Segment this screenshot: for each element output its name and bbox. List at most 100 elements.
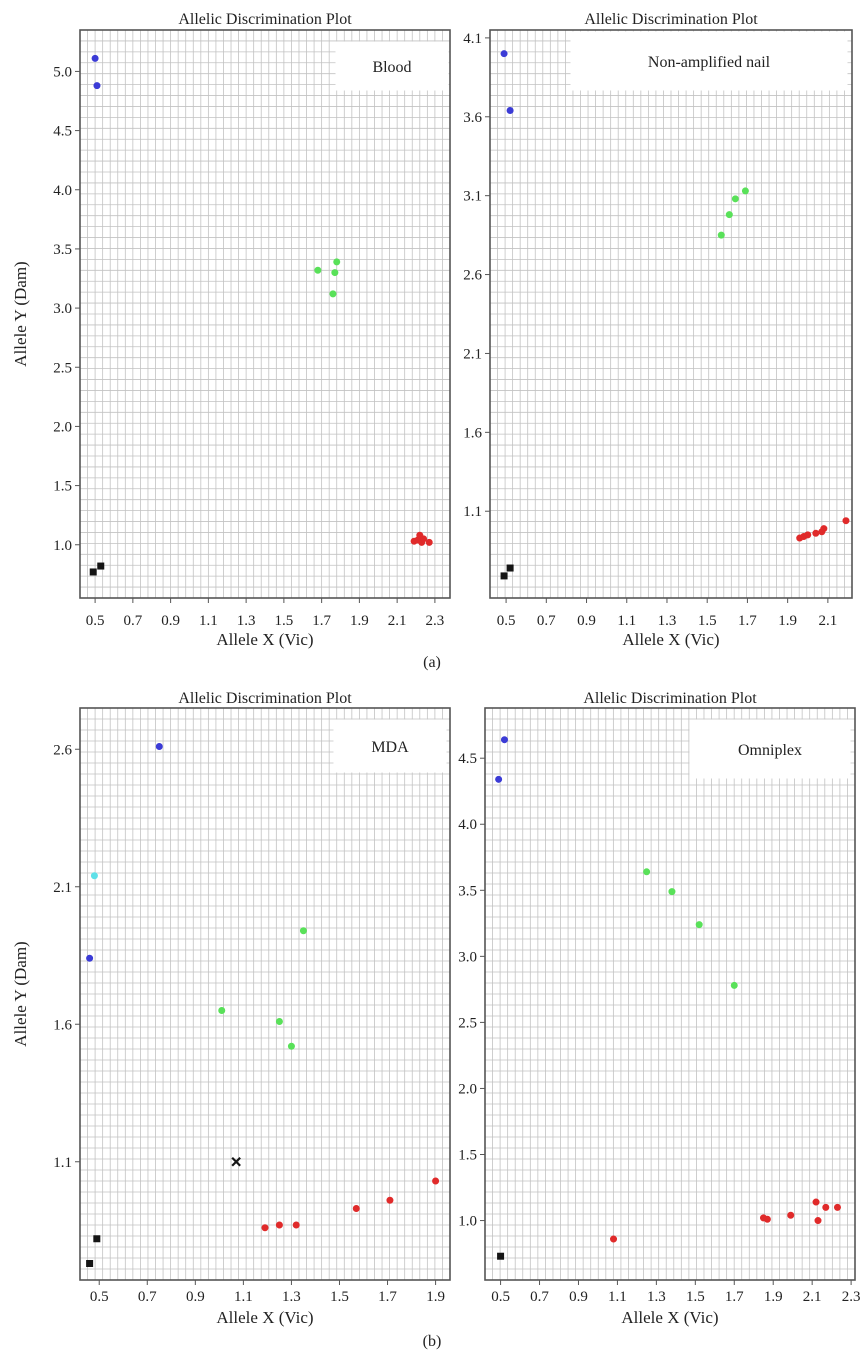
data-point <box>155 742 163 750</box>
data-point <box>695 921 703 929</box>
x-tick-label: 2.1 <box>388 613 407 629</box>
x-tick-label: 1.7 <box>725 1289 744 1305</box>
data-point <box>741 187 749 195</box>
x-tick-label: 1.3 <box>282 1289 301 1305</box>
data-point <box>804 531 812 539</box>
grid <box>80 30 450 598</box>
data-point <box>787 1211 795 1219</box>
legend-label: Non-amplified nail <box>648 54 771 71</box>
y-tick-label: 2.0 <box>53 419 72 435</box>
x-tick-label: 0.9 <box>186 1289 205 1305</box>
y-tick-label: 2.5 <box>53 360 72 376</box>
y-tick-label: 1.6 <box>463 425 482 441</box>
data-point <box>275 1221 283 1229</box>
y-tick-label: 3.5 <box>458 883 477 899</box>
y-axis-label: Allele Y (Dam) <box>11 261 30 366</box>
x-tick-label: 0.7 <box>138 1289 157 1305</box>
data-point <box>643 868 651 876</box>
x-tick-label: 0.9 <box>577 613 596 629</box>
x-tick-label: 0.5 <box>491 1289 510 1305</box>
x-tick-label: 2.3 <box>426 613 445 629</box>
data-point-square <box>497 1252 505 1260</box>
data-point <box>500 736 508 744</box>
y-tick-label: 2.5 <box>458 1015 477 1031</box>
y-tick-label: 3.0 <box>458 949 477 965</box>
chart-title: Allelic Discrimination Plot <box>178 11 352 28</box>
data-point <box>730 981 738 989</box>
plot-frame <box>79 29 451 599</box>
x-tick-label: 1.5 <box>698 613 717 629</box>
legend-box <box>333 719 447 773</box>
data-point <box>717 231 725 239</box>
y-tick-label: 1.6 <box>53 1017 72 1033</box>
x-axis-label: Allele X (Vic) <box>216 1308 313 1327</box>
y-tick-label: 3.5 <box>53 242 72 258</box>
data-point <box>812 1198 820 1206</box>
data-point <box>292 1221 300 1229</box>
x-tick-label: 1.9 <box>764 1289 783 1305</box>
x-tick-label: 0.7 <box>530 1289 549 1305</box>
x-tick-label: 1.5 <box>686 1289 705 1305</box>
y-tick-label: 5.0 <box>53 64 72 80</box>
y-tick-label: 4.5 <box>53 124 72 140</box>
data-point <box>352 1205 360 1213</box>
legend-box <box>689 719 851 779</box>
y-tick-label: 3.0 <box>53 301 72 317</box>
x-tick-label: 2.1 <box>818 613 837 629</box>
chart-panel-1: Allelic Discrimination Plot Blood 0.5 0.7 0.… <box>11 11 451 649</box>
y-tick-label: 1.1 <box>53 1155 72 1171</box>
x-tick-label: 0.9 <box>161 613 180 629</box>
legend-box <box>570 31 848 91</box>
x-tick-label: 0.7 <box>123 613 142 629</box>
x-axis-label: Allele X (Vic) <box>216 630 313 649</box>
y-tick-label: 2.6 <box>53 742 72 758</box>
data-point <box>763 1215 771 1223</box>
legend-label: Omniplex <box>738 742 802 759</box>
x-tick-label: 2.1 <box>803 1289 822 1305</box>
plot-frame <box>79 707 451 1281</box>
caption-b: (b) <box>423 1333 442 1350</box>
x-axis-label: Allele X (Vic) <box>621 1308 718 1327</box>
y-tick-label: 4.0 <box>458 817 477 833</box>
x-tick-label: 1.5 <box>330 1289 349 1305</box>
grid <box>485 708 855 1280</box>
x-tick-label: 0.9 <box>569 1289 588 1305</box>
caption-a: (a) <box>423 654 441 671</box>
grid <box>490 30 852 598</box>
y-tick-label: 3.1 <box>463 189 482 205</box>
data-point <box>287 1042 295 1050</box>
legend-box <box>335 41 449 91</box>
data-point <box>731 195 739 203</box>
x-tick-label: 1.5 <box>275 613 294 629</box>
x-tick-label: 0.7 <box>537 613 556 629</box>
data-point <box>500 50 508 58</box>
x-tick-label: 0.5 <box>86 613 105 629</box>
chart-title: Allelic Discrimination Plot <box>178 690 352 707</box>
data-point <box>261 1224 269 1232</box>
data-point-cross <box>231 1156 241 1167</box>
x-tick-label: 1.7 <box>378 1289 397 1305</box>
data-point <box>820 525 828 533</box>
y-tick-label: 2.1 <box>463 346 482 362</box>
charts-group: Allelic Discrimination Plot Blood 0.5 0.7 0.… <box>11 11 860 1327</box>
y-tick-label: 1.0 <box>458 1214 477 1230</box>
data-point-square <box>506 564 514 572</box>
x-tick-label: 1.7 <box>312 613 331 629</box>
y-tick-label: 4.5 <box>458 751 477 767</box>
x-tick-label: 1.1 <box>608 1289 627 1305</box>
x-tick-label: 1.1 <box>617 613 636 629</box>
data-point <box>725 211 733 219</box>
data-point <box>329 290 337 298</box>
x-tick-label: 2.3 <box>842 1289 861 1305</box>
y-tick-label: 4.1 <box>463 31 482 47</box>
y-tick-label: 2.6 <box>463 268 482 284</box>
data-point <box>93 82 101 90</box>
y-tick-label: 4.0 <box>53 183 72 199</box>
y-tick-label: 1.5 <box>53 479 72 495</box>
x-tick-label: 0.5 <box>497 613 516 629</box>
x-tick-label: 1.3 <box>647 1289 666 1305</box>
data-point <box>668 888 676 896</box>
data-point <box>842 517 850 525</box>
plot-frame <box>489 29 853 599</box>
